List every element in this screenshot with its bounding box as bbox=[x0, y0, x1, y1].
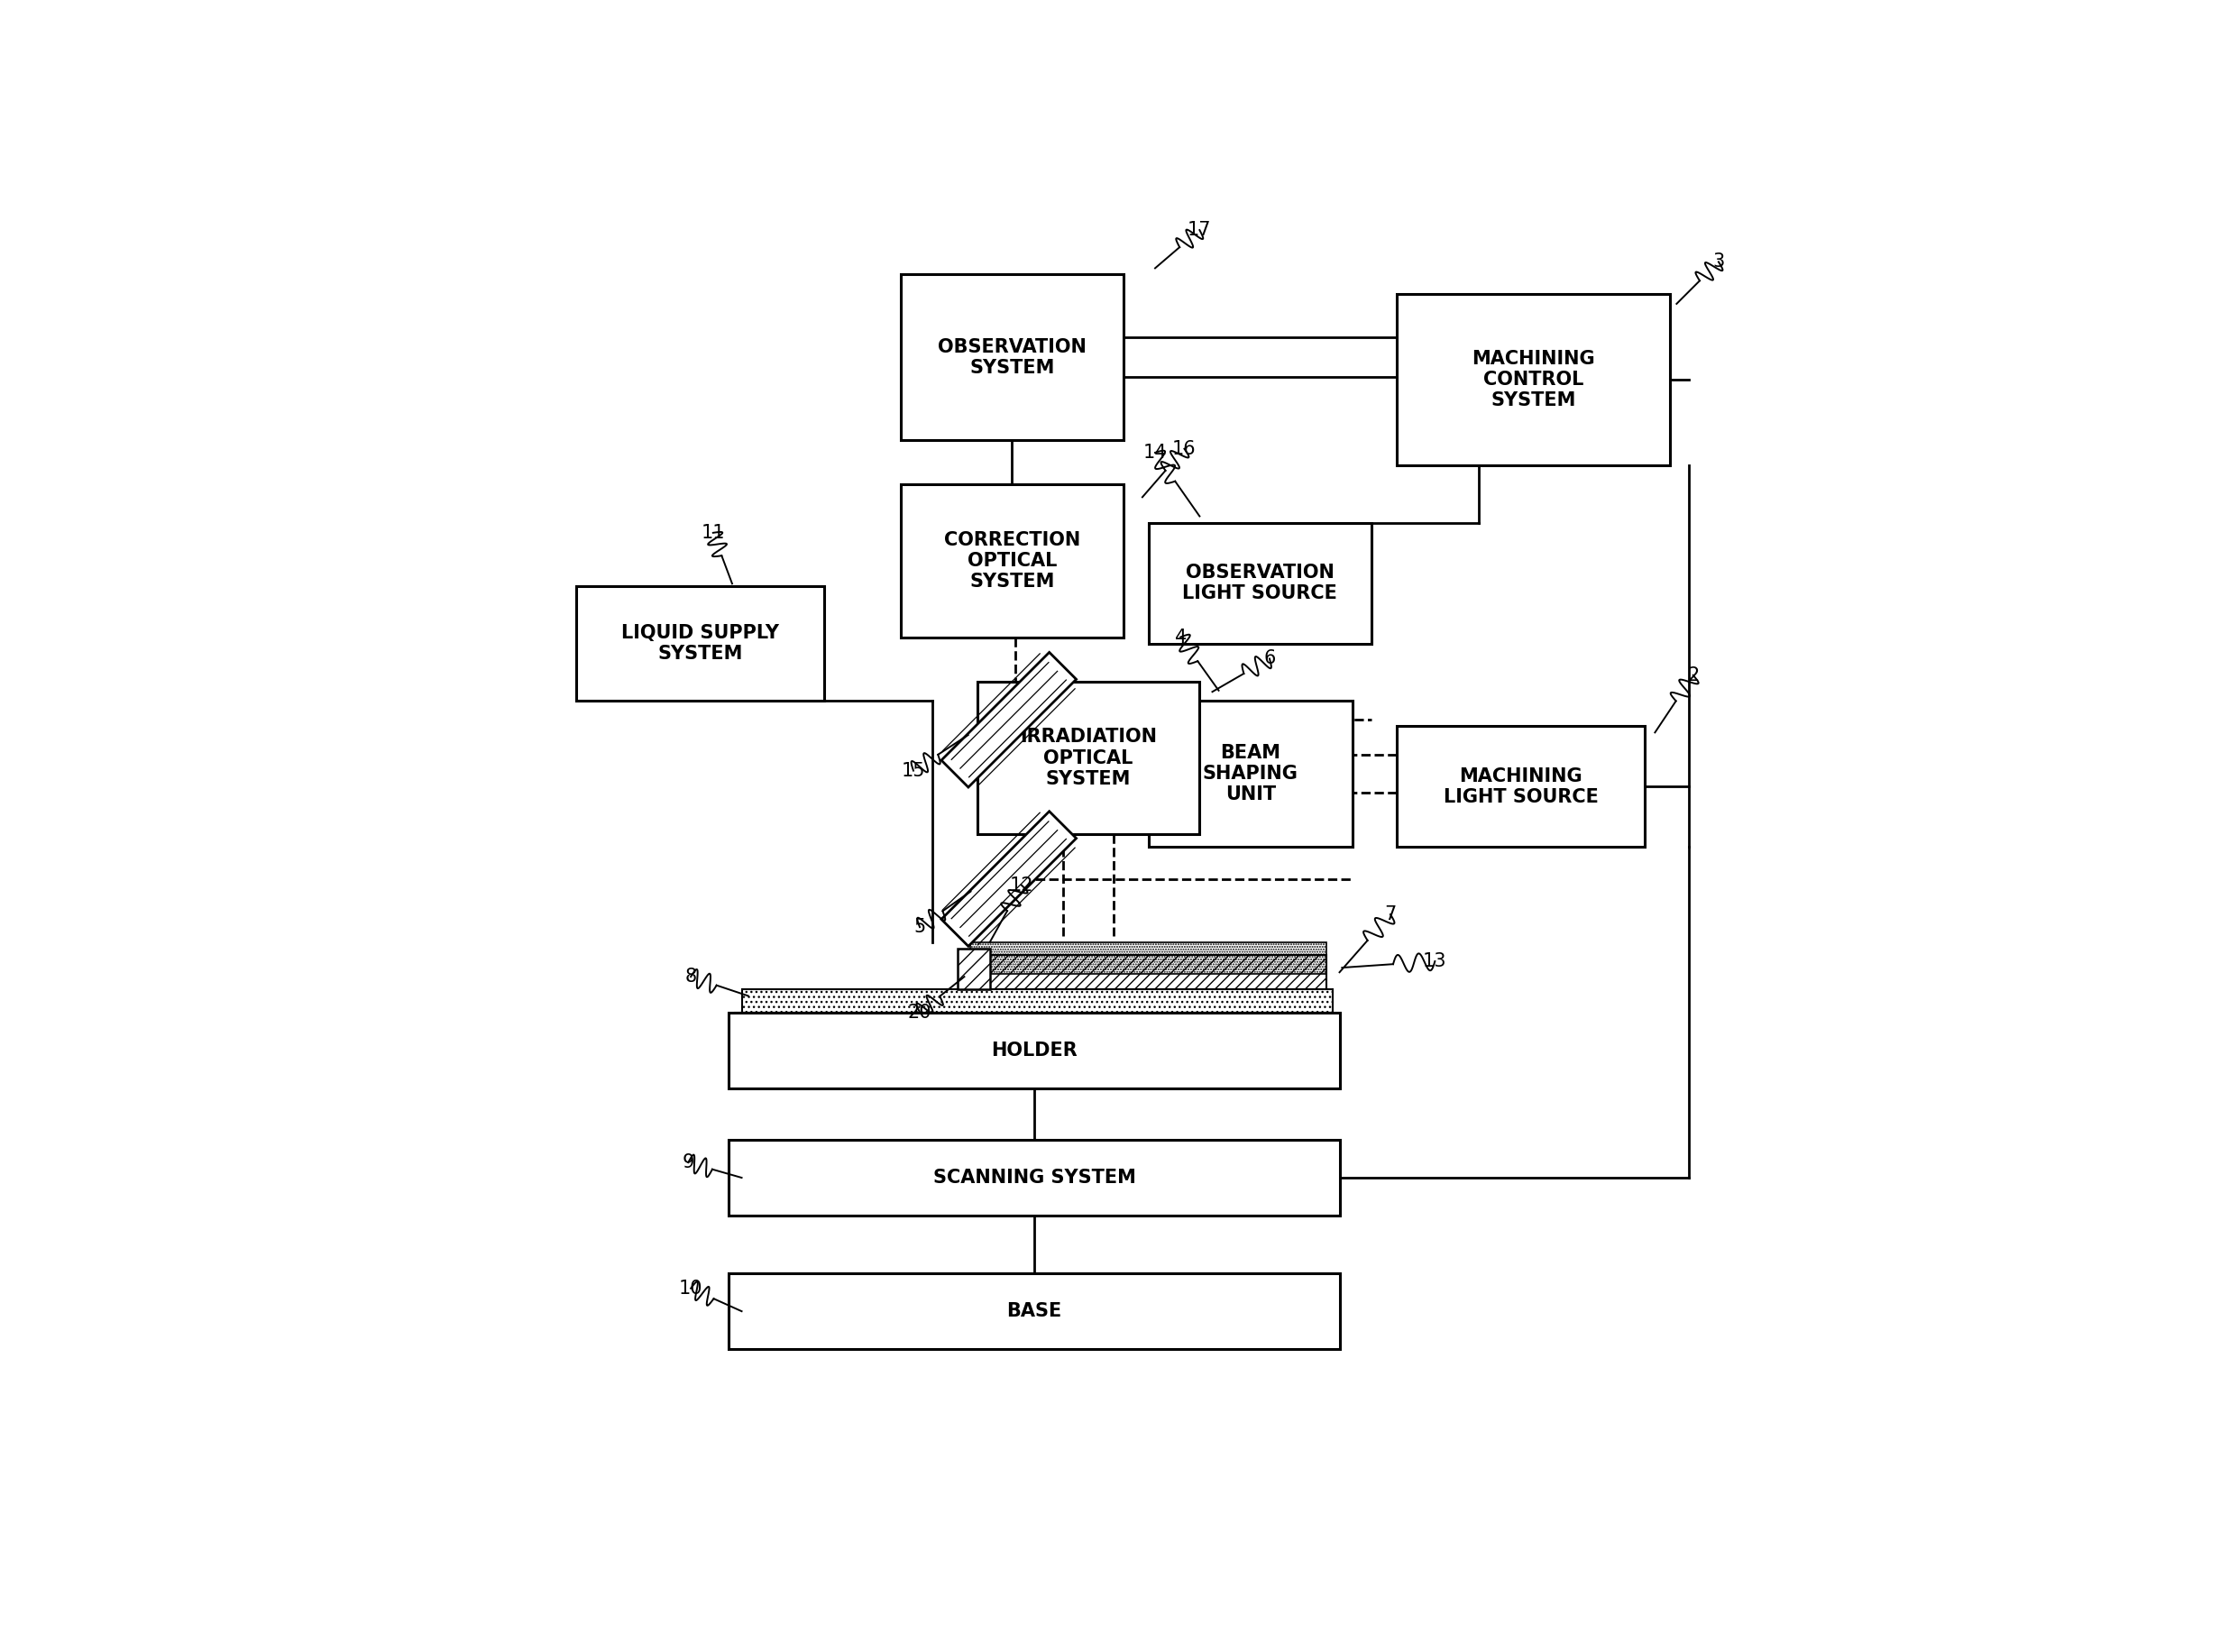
Bar bbox=[742, 990, 1333, 1013]
Text: 16: 16 bbox=[1172, 439, 1197, 458]
Bar bbox=[901, 484, 1123, 638]
Text: 7: 7 bbox=[1384, 905, 1395, 923]
Text: 14: 14 bbox=[1143, 444, 1168, 461]
Text: 20: 20 bbox=[907, 1003, 932, 1021]
Bar bbox=[970, 942, 1326, 975]
Bar bbox=[1148, 522, 1371, 643]
Text: 4: 4 bbox=[1175, 628, 1186, 646]
Bar bbox=[729, 1274, 1340, 1350]
Bar bbox=[1148, 700, 1353, 847]
Text: 10: 10 bbox=[680, 1279, 702, 1297]
Text: 5: 5 bbox=[914, 919, 925, 937]
Bar bbox=[577, 586, 825, 700]
Bar bbox=[1398, 294, 1670, 466]
Text: 8: 8 bbox=[684, 968, 698, 986]
Bar bbox=[958, 948, 990, 990]
Text: BASE: BASE bbox=[1008, 1302, 1061, 1320]
Bar bbox=[729, 1013, 1340, 1089]
Polygon shape bbox=[941, 653, 1077, 788]
Text: 13: 13 bbox=[1422, 952, 1447, 970]
Text: SCANNING SYSTEM: SCANNING SYSTEM bbox=[934, 1168, 1135, 1186]
Bar bbox=[1398, 727, 1645, 847]
Bar bbox=[901, 274, 1123, 439]
Text: MACHINING
CONTROL
SYSTEM: MACHINING CONTROL SYSTEM bbox=[1471, 350, 1596, 410]
Text: 17: 17 bbox=[1188, 221, 1213, 240]
Text: CORRECTION
OPTICAL
SYSTEM: CORRECTION OPTICAL SYSTEM bbox=[943, 530, 1081, 591]
Bar bbox=[965, 955, 1326, 990]
Text: BEAM
SHAPING
UNIT: BEAM SHAPING UNIT bbox=[1204, 743, 1297, 805]
Text: 3: 3 bbox=[1712, 253, 1725, 271]
Text: 2: 2 bbox=[1687, 666, 1698, 684]
Text: MACHINING
LIGHT SOURCE: MACHINING LIGHT SOURCE bbox=[1444, 767, 1598, 806]
Polygon shape bbox=[941, 811, 1077, 947]
Text: 6: 6 bbox=[1264, 649, 1275, 667]
Text: 15: 15 bbox=[901, 762, 925, 780]
Bar bbox=[729, 1140, 1340, 1216]
Text: 11: 11 bbox=[702, 524, 724, 542]
Text: LIQUID SUPPLY
SYSTEM: LIQUID SUPPLY SYSTEM bbox=[622, 624, 780, 662]
Text: 9: 9 bbox=[682, 1153, 693, 1171]
Text: OBSERVATION
SYSTEM: OBSERVATION SYSTEM bbox=[938, 337, 1086, 377]
Text: 12: 12 bbox=[1010, 876, 1034, 894]
Text: OBSERVATION
LIGHT SOURCE: OBSERVATION LIGHT SOURCE bbox=[1184, 563, 1337, 603]
Text: IRRADIATION
OPTICAL
SYSTEM: IRRADIATION OPTICAL SYSTEM bbox=[1021, 729, 1157, 788]
Bar bbox=[976, 682, 1199, 834]
Text: HOLDER: HOLDER bbox=[992, 1041, 1077, 1059]
